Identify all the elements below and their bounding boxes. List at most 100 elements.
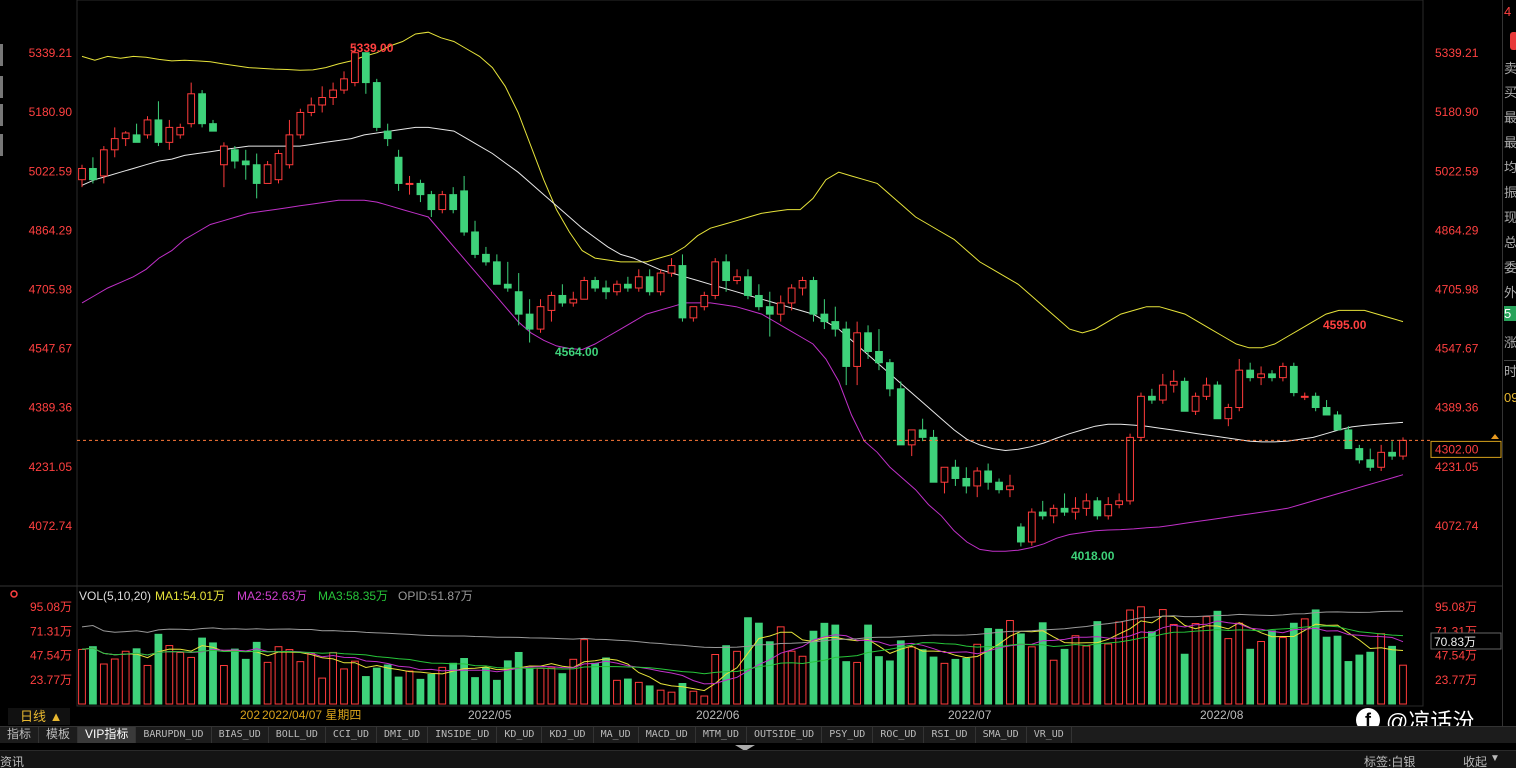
volume-bar (678, 683, 687, 705)
volume-bar (383, 664, 392, 705)
vol-ma3-line (81, 625, 1404, 675)
volume-bar (143, 664, 152, 705)
volume-bar (1006, 620, 1014, 705)
volume-bar (569, 658, 578, 705)
collapse-button[interactable]: 收起 (1463, 755, 1488, 768)
candle-body (361, 52, 370, 84)
annotation-low1: 4564.00 (555, 345, 599, 359)
tag-label[interactable]: 标签:白银 (1364, 755, 1416, 768)
vol-current-label: 70.83万 (1434, 635, 1476, 649)
volume-bar (798, 655, 807, 705)
collapse-arrow-icon[interactable]: ▼ (1490, 753, 1500, 764)
volume-bar (1071, 635, 1080, 705)
candle-body (700, 294, 709, 308)
volume-bar (885, 660, 894, 705)
tab-vip指标[interactable]: VIP指标 (78, 727, 137, 743)
volume-bar (318, 677, 327, 705)
settings-dot-icon[interactable] (10, 590, 18, 598)
tab-outside_ud[interactable]: OUTSIDE_UD (747, 727, 823, 743)
candle-body (503, 283, 512, 289)
candle-body (809, 280, 818, 315)
rp-cur: 现 (1504, 210, 1516, 225)
tab-sma_ud[interactable]: SMA_UD (976, 727, 1027, 743)
volume-bar (1093, 621, 1102, 705)
volume-bar (634, 681, 643, 705)
volume-bar (110, 658, 119, 705)
volume-bar (907, 646, 916, 705)
candle-body (1027, 511, 1036, 543)
rp-avg: 均 (1504, 160, 1516, 175)
tab-psy_ud[interactable]: PSY_UD (822, 727, 874, 743)
candle-body (613, 283, 621, 293)
volume-bar (929, 656, 938, 705)
tab-barupdn_ud[interactable]: BARUPDN_UD (136, 727, 212, 743)
candle-body (547, 294, 556, 311)
candle-body (995, 481, 1003, 491)
news-link[interactable]: 资讯 (0, 755, 25, 768)
candle-body (787, 287, 796, 304)
tab-kdj_ud[interactable]: KDJ_UD (542, 727, 594, 743)
candle-body (623, 283, 632, 289)
candle-body (1060, 507, 1069, 513)
candle-body (1126, 436, 1134, 502)
volume-bar (842, 661, 851, 705)
rp-time-09: 09 (1504, 390, 1516, 405)
volume-bar (220, 665, 228, 705)
tab-boll_ud[interactable]: BOLL_UD (269, 727, 326, 743)
tab-dmi_ud[interactable]: DMI_UD (377, 727, 429, 743)
volume-bar (536, 667, 545, 705)
candle-body (1038, 511, 1047, 517)
tab-vr_ud[interactable]: VR_UD (1027, 727, 1072, 743)
tab-ma_ud[interactable]: MA_UD (594, 727, 639, 743)
period-button-bg[interactable] (8, 708, 70, 725)
candle-body (187, 93, 196, 125)
expand-arrow-icon[interactable] (735, 745, 755, 751)
vol-tick-right: 47.54万 (1435, 649, 1477, 663)
current-price-box (1430, 440, 1502, 458)
volume-bar (1027, 646, 1036, 705)
period-button[interactable]: 日线 ▲ (20, 709, 62, 724)
tab-kd_ud[interactable]: KD_UD (497, 727, 543, 743)
date-label-jun: 2022/06 (696, 708, 740, 722)
candle-body (143, 119, 152, 136)
tab-inside_ud[interactable]: INSIDE_UD (428, 727, 498, 743)
candle-body (405, 182, 414, 185)
volume-bar (667, 691, 676, 705)
candle-body (1279, 365, 1287, 379)
candle-body (1148, 395, 1156, 401)
candle-body (1257, 373, 1265, 379)
volume-bar (1137, 606, 1145, 705)
boll-upper-line (81, 31, 1404, 349)
tab-roc_ud[interactable]: ROC_UD (873, 727, 925, 743)
volume-bar (1279, 637, 1287, 705)
candle-body (307, 104, 316, 113)
tab-macd_ud[interactable]: MACD_UD (639, 727, 696, 743)
volume-bars (78, 606, 1407, 705)
tab-mtm_ud[interactable]: MTM_UD (696, 727, 747, 743)
alert-arrow-icon[interactable] (1491, 434, 1499, 439)
annotation-high: 5339.00 (350, 41, 394, 55)
tab-模板[interactable]: 模板 (39, 727, 79, 743)
rp-price: 4 (1504, 4, 1512, 19)
volume-bar (78, 648, 86, 705)
candle-body (820, 313, 829, 323)
candle-body (1049, 507, 1058, 517)
candle-body (678, 265, 687, 319)
bollinger-bands (81, 31, 1404, 552)
candle-body (864, 332, 872, 352)
tab-指标[interactable]: 指标 (0, 727, 40, 743)
candle-body (329, 89, 337, 99)
volume-bar (602, 657, 610, 705)
candle-body (722, 261, 731, 282)
tab-rsi_ud[interactable]: RSI_UD (924, 727, 976, 743)
tab-cci_ud[interactable]: CCI_UD (326, 727, 378, 743)
volume-bar (1169, 623, 1178, 705)
volume-bar (351, 660, 359, 705)
tab-bias_ud[interactable]: BIAS_UD (212, 727, 269, 743)
volume-bar (645, 685, 654, 705)
candle-body (842, 328, 851, 367)
candle-body (525, 313, 534, 330)
candle-body (460, 190, 468, 233)
